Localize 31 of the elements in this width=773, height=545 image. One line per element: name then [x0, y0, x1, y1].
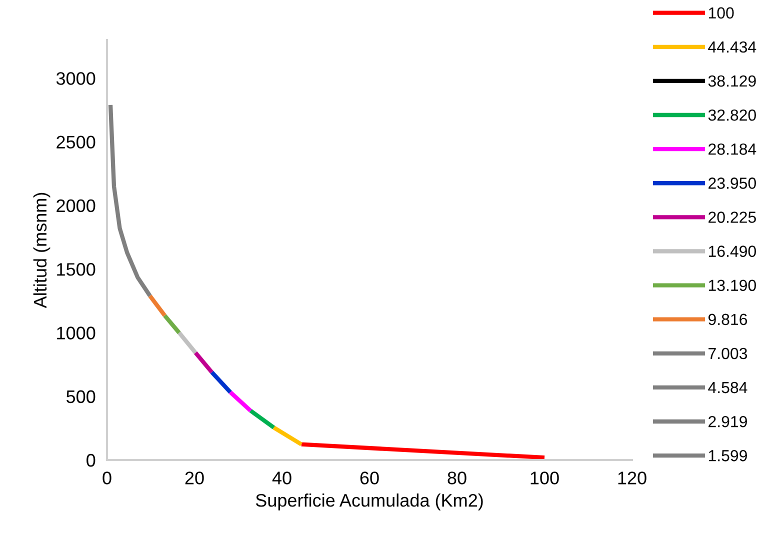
- legend-label: 20.225: [708, 212, 756, 223]
- legend-label: 16.490: [708, 246, 756, 257]
- x-tick-label: 100: [530, 472, 559, 484]
- legend-label: 7.003: [708, 348, 748, 360]
- legend-label: 13.190: [708, 280, 756, 292]
- x-tick-label: 60: [360, 472, 379, 484]
- x-axis-title: Superficie Acumulada (Km2): [256, 494, 483, 510]
- legend-label: 9.816: [708, 314, 748, 326]
- legend-label: 28.184: [708, 144, 756, 155]
- y-tick-label: 2500: [56, 136, 96, 149]
- x-tick-label: 120: [618, 472, 646, 484]
- y-tick-label: 500: [66, 390, 96, 404]
- x-tick-label: 0: [102, 472, 112, 484]
- y-tick-label: 1500: [57, 263, 96, 276]
- legend-label: 32.820: [708, 109, 756, 121]
- line-series: [108, 102, 152, 298]
- y-tick-label: 1000: [57, 326, 96, 340]
- legend-label: 1.599: [708, 450, 747, 462]
- legend-label: 4.584: [708, 382, 748, 394]
- y-tick-label: 0: [86, 454, 96, 467]
- legend-label: 100: [708, 7, 734, 19]
- legend-label: 38.129: [708, 75, 756, 87]
- legend-label: 44.434: [708, 41, 756, 53]
- y-tick-label: 2000: [56, 199, 96, 212]
- x-tick-label: 80: [448, 472, 466, 484]
- legend-label: 2.919: [708, 416, 747, 428]
- y-tick-label: 3000: [56, 72, 96, 85]
- x-tick-label: 40: [272, 472, 292, 484]
- x-tick-label: 20: [185, 472, 204, 484]
- y-axis-title: Altitud (msnm): [33, 192, 50, 308]
- legend-label: 23.950: [708, 178, 756, 189]
